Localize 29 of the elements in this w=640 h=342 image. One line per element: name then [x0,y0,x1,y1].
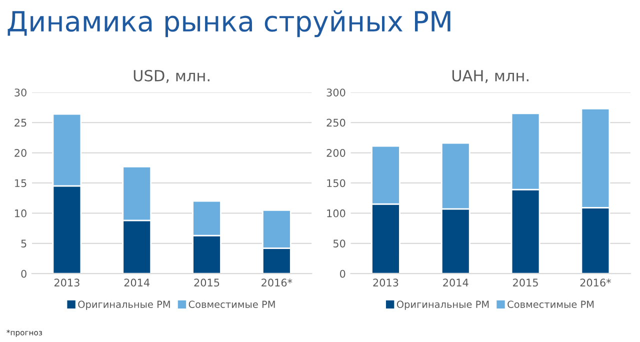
x-tick-label: 2014 [124,278,150,287]
y-tick-label: 20 [14,148,26,157]
x-tick-label: 2014 [443,278,468,287]
y-tick-label: 200 [326,148,346,157]
x-tick-label: 2016* [580,278,611,287]
legend-label: Совместимые РМ [508,300,594,308]
y-tick-label: 15 [15,179,26,188]
y-tick-label: 0 [340,270,346,278]
y-tick-label: 300 [326,88,346,96]
y-tick-label: 5 [21,240,26,248]
y-tick-label: 25 [14,118,26,127]
x-tick-label: 2015 [513,278,538,287]
chart-subtitle: USD, млн. [134,70,210,84]
x-tick-label: 2013 [54,278,80,287]
y-tick-label: 150 [327,179,346,188]
x-tick-label: 2015 [194,278,220,287]
chart-title: Динамика рынка струйных РМ [8,10,450,38]
y-tick-label: 10 [15,209,26,218]
chart-subtitle: UAH, млн. [452,70,528,84]
legend-label: Совместимые РМ [188,300,275,308]
y-tick-label: 100 [327,209,346,218]
x-tick-label: 2013 [373,278,398,287]
y-tick-label: 250 [326,118,346,127]
y-tick-label: 50 [333,240,346,248]
legend-label: Оригинальные РМ [78,300,170,310]
y-tick-label: 30 [14,88,26,96]
x-tick-label: 2016* [262,278,292,287]
y-tick-label: 0 [21,270,26,278]
legend-label: Оригинальные РМ [396,300,489,310]
